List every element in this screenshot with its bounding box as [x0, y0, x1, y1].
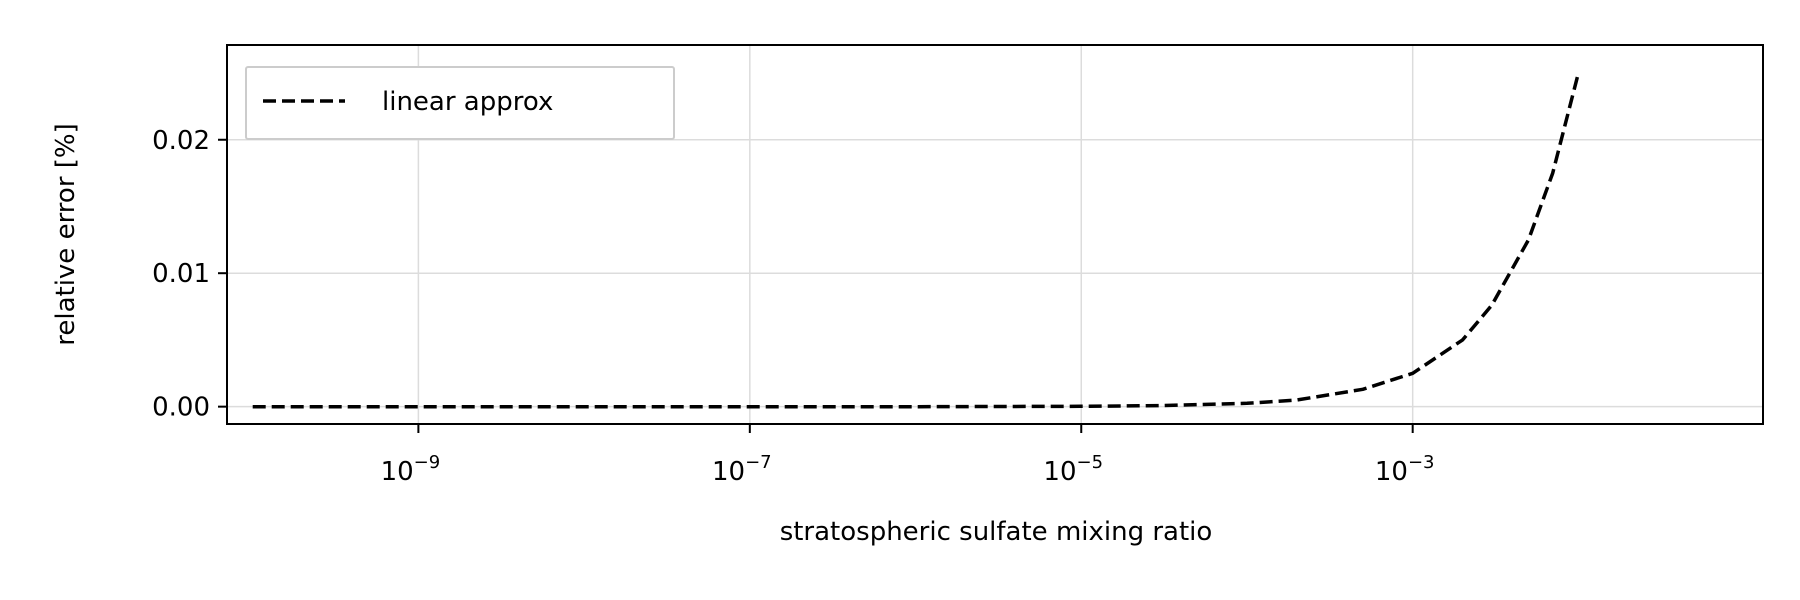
x-tick-base: 10 [381, 457, 414, 487]
x-tick-label: 10−5 [1043, 452, 1103, 487]
legend-label: linear approx [382, 87, 553, 117]
x-tick-base: 10 [1375, 457, 1408, 487]
x-tick-label: 10−7 [712, 452, 772, 487]
y-tick-label: 0.00 [152, 393, 210, 423]
y-axis-label: relative error [%] [51, 123, 81, 346]
x-tick-label: 10−9 [381, 452, 441, 487]
x-tick-exponent: −9 [414, 452, 441, 473]
x-tick-exponent: −5 [1077, 452, 1104, 473]
series-layer [252, 72, 1581, 409]
x-axis-label: stratospheric sulfate mixing ratio [780, 517, 1213, 547]
x-tick-exponent: −7 [745, 452, 772, 473]
x-tick-base: 10 [1043, 457, 1076, 487]
y-tick-label: 0.01 [152, 259, 210, 289]
plot-frame [226, 44, 1764, 425]
x-tick-label: 10−3 [1375, 452, 1435, 487]
series-line [252, 72, 1581, 409]
x-tick-base: 10 [712, 457, 745, 487]
legend-box [245, 66, 675, 140]
y-tick-label: 0.02 [152, 126, 210, 156]
x-tick-exponent: −3 [1408, 452, 1435, 473]
axis-ticks: 10−9 10−7 10−5 10−30.000.010.02 [152, 126, 1434, 487]
legend: linear approx [245, 66, 675, 140]
